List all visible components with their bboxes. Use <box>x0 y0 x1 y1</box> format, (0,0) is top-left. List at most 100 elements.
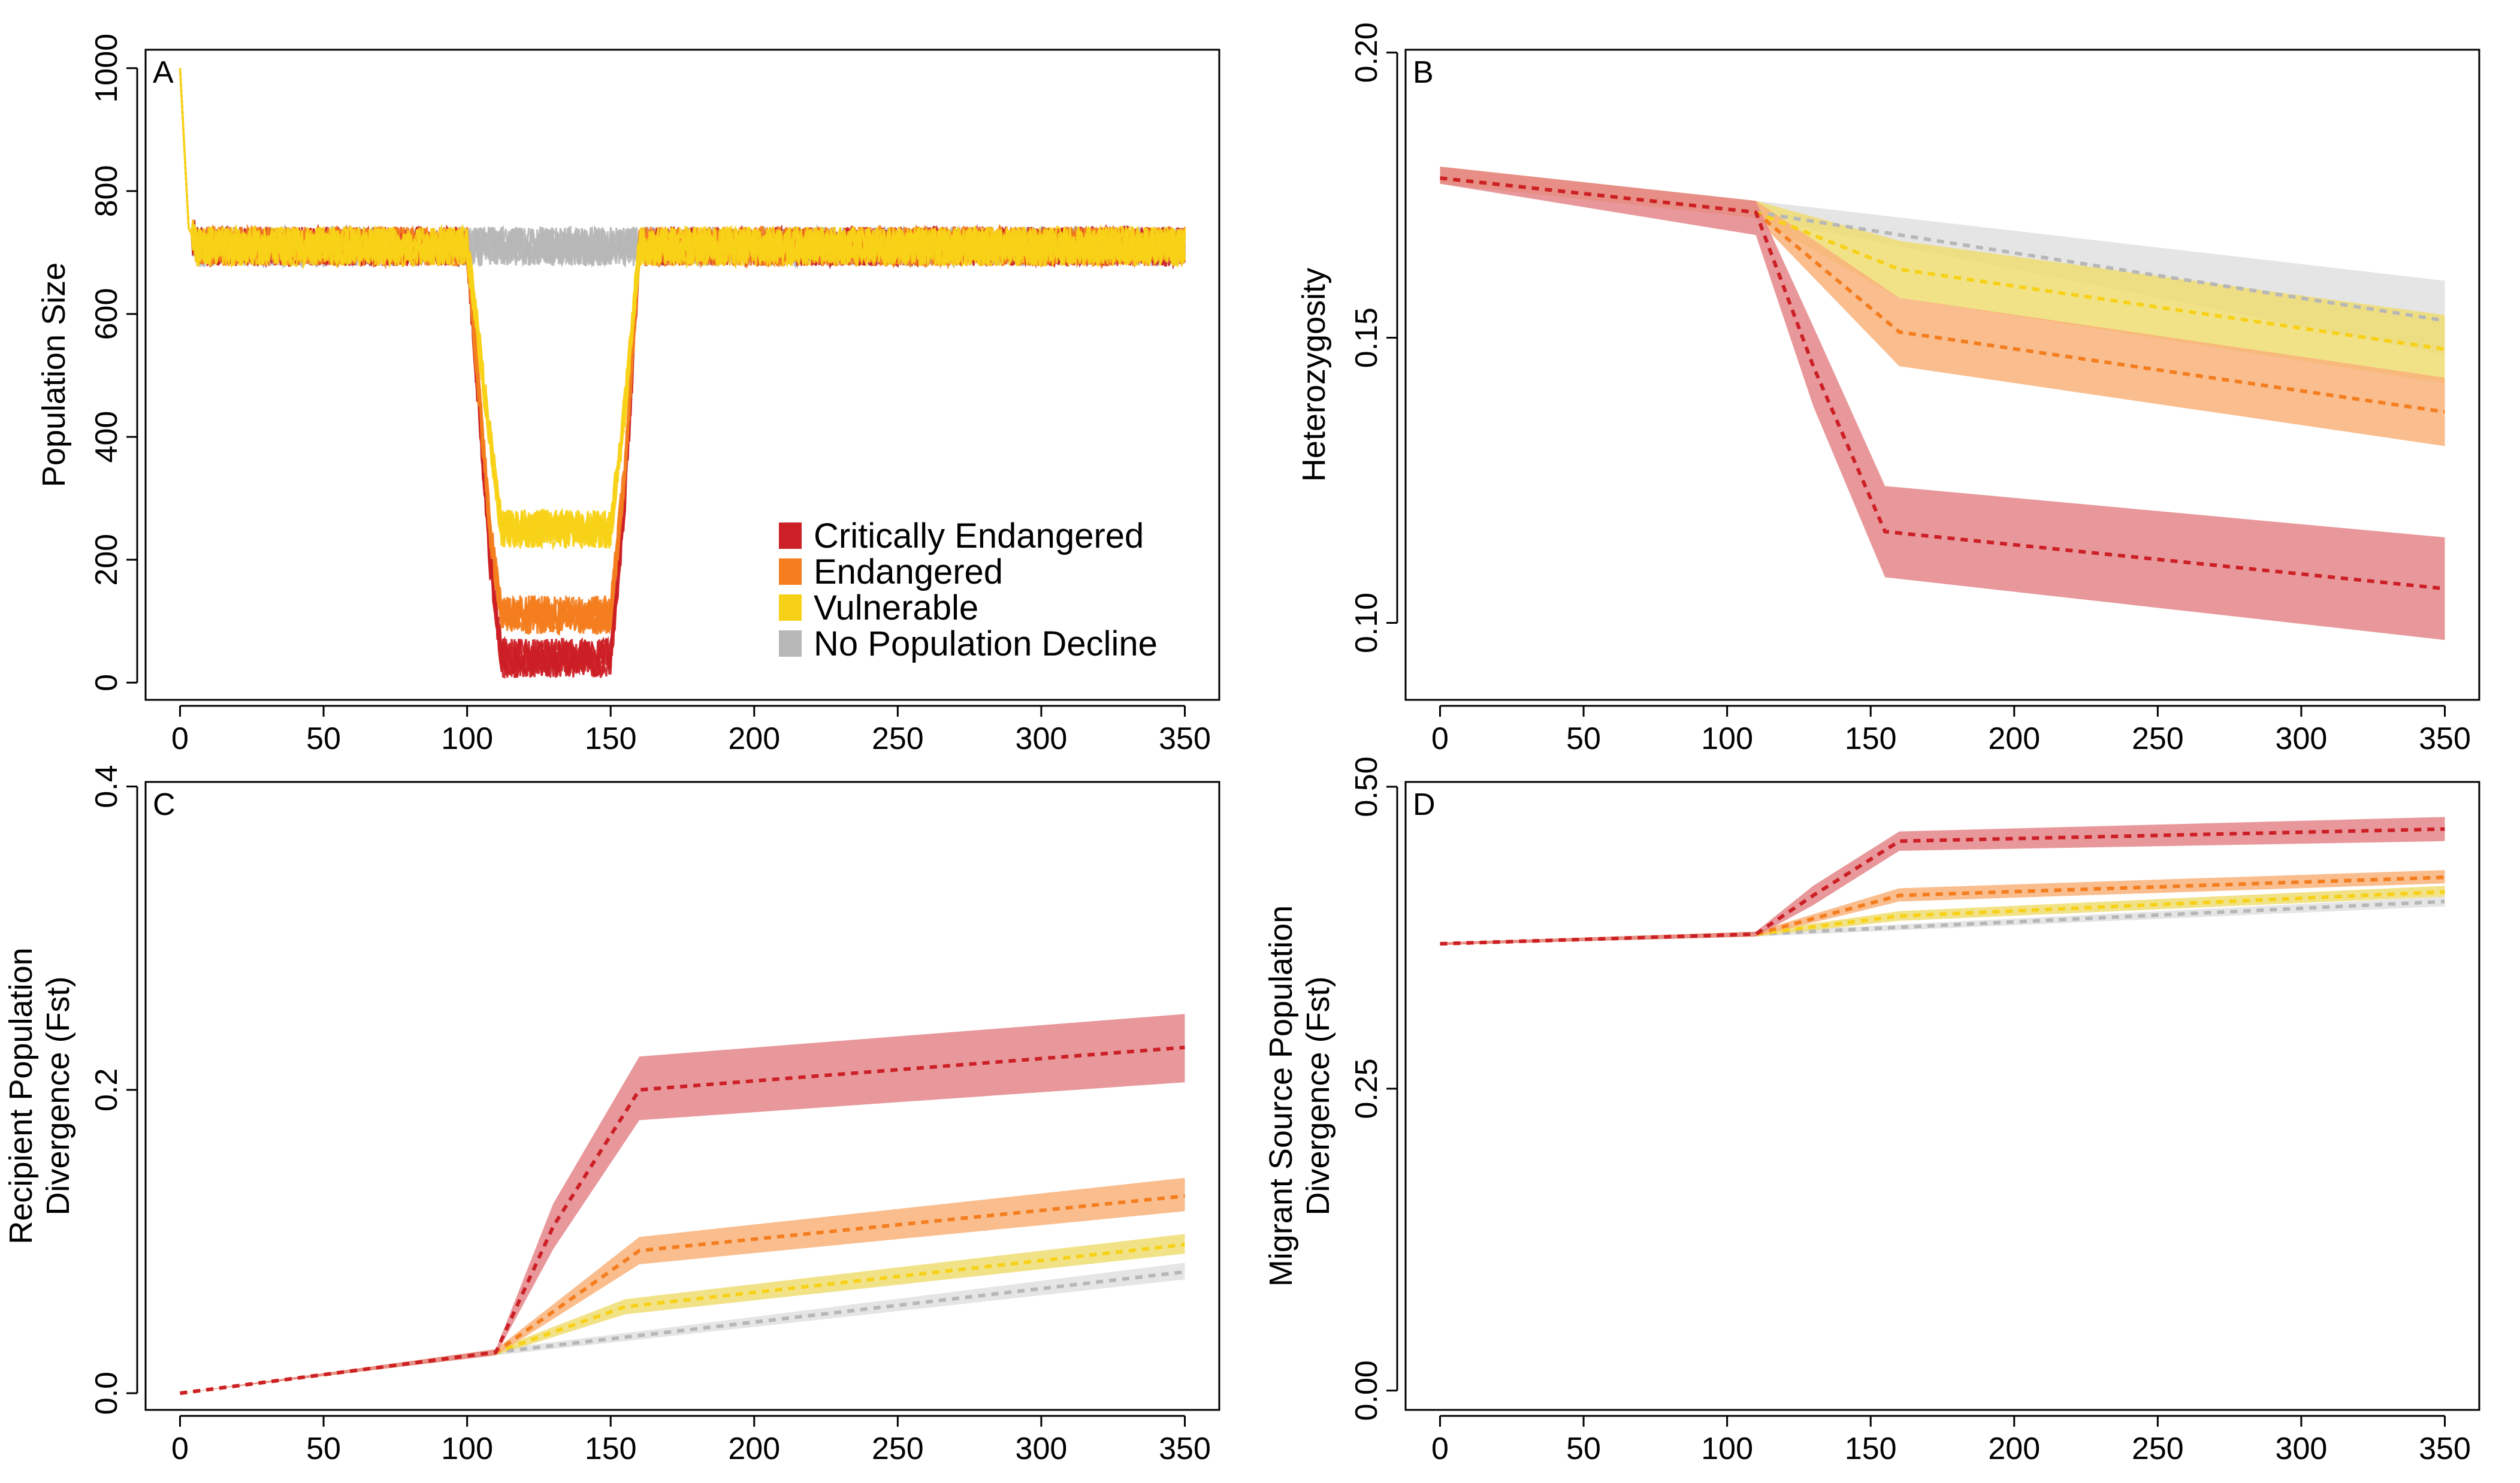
band-critically_endangered <box>1440 167 2445 641</box>
panel-d: 0 50 100 150 200 250 300 350 0.00 0.25 0.50 D Migran… <box>1263 756 2480 1483</box>
x-tick-label: 150 <box>585 1431 637 1466</box>
legend: Critically EndangeredEndangeredVulnerabl… <box>779 517 1158 663</box>
y-tick-label: 1000 <box>89 34 124 103</box>
plot-frame <box>1404 49 2480 701</box>
y-axis: 0.0 0.2 0.4 <box>89 765 138 1415</box>
x-tick-label: 50 <box>1566 721 1601 756</box>
x-tick-label: 300 <box>2276 721 2328 756</box>
trajectory-critically_endangered <box>179 68 1186 678</box>
trajectory-vulnerable <box>179 68 1186 549</box>
x-tick-label: 200 <box>1988 721 2040 756</box>
mean-line-critically_endangered <box>1440 827 2445 946</box>
trajectory-vulnerable <box>179 68 1186 548</box>
legend-label-endangered: Endangered <box>814 552 1003 591</box>
y-tick-label: 0.0 <box>89 1372 124 1415</box>
legend-label-vulnerable: Vulnerable <box>814 588 978 627</box>
x-tick-label: 250 <box>872 1431 924 1466</box>
x-tick-label: 250 <box>872 721 924 756</box>
panel-label: A <box>153 55 174 90</box>
x-tick-label: 300 <box>1016 1431 1068 1466</box>
band-endangered <box>1440 167 2445 446</box>
y-tick-label: 0.2 <box>89 1068 124 1112</box>
band-critically_endangered <box>180 1014 1185 1394</box>
legend-swatch-vulnerable <box>779 594 802 621</box>
trajectory-critically_endangered <box>179 68 1186 678</box>
y-axis: 0.00 0.25 0.50 <box>1349 756 1398 1421</box>
plot-frame <box>144 49 1220 701</box>
y-tick-label: 0.25 <box>1349 1058 1384 1119</box>
x-tick-label: 200 <box>728 721 780 756</box>
panel-c: 0 50 100 150 200 250 300 350 0.0 0.2 0.4 C Recipient… <box>3 765 1220 1483</box>
x-tick-label: 250 <box>2132 721 2184 756</box>
trajectory-vulnerable <box>179 68 1185 549</box>
panel-label: B <box>1413 55 1434 90</box>
x-tick-label: 350 <box>1159 1431 1211 1466</box>
x-tick-label: 150 <box>1845 1431 1897 1466</box>
y-tick-label: 0.10 <box>1349 593 1384 653</box>
y-axis-title: Recipient PopulationDivergence (Fst) <box>3 947 76 1244</box>
panel-b: 0 50 100 150 200 250 300 350 0.10 0.15 0.20 B Hetero… <box>1296 22 2480 756</box>
mean-line-critically_endangered <box>180 1046 1185 1396</box>
y-tick-label: 200 <box>89 534 124 586</box>
plot-frame <box>1404 781 2480 1411</box>
x-tick-label: 150 <box>1845 721 1897 756</box>
x-tick-label: 0 <box>171 721 189 756</box>
x-axis: 0 50 100 150 200 250 300 350 <box>1431 705 2471 756</box>
trajectory-critically_endangered <box>179 68 1186 679</box>
y-tick-label: 600 <box>89 288 124 340</box>
x-tick-label: 250 <box>2132 1431 2184 1466</box>
panel-a: 0 50 100 150 200 250 300 350 0 200 400 600 800 1000 A P… <box>36 34 1220 756</box>
plot-area <box>179 68 1186 679</box>
legend-swatch-critically_endangered <box>779 522 802 549</box>
y-tick-label: 800 <box>89 165 124 217</box>
x-tick-label: 300 <box>2276 1431 2328 1466</box>
x-tick-label: 0 <box>1431 1431 1449 1466</box>
x-tick-label: 350 <box>2419 1431 2471 1466</box>
legend-swatch-no_decline <box>779 630 802 657</box>
mean-line-vulnerable <box>1440 890 2445 946</box>
x-tick-label: 350 <box>2419 721 2471 756</box>
legend-label-critically_endangered: Critically Endangered <box>814 517 1144 555</box>
x-axis-title: Year <box>1909 1480 1975 1483</box>
x-tick-label: 100 <box>1701 1431 1753 1466</box>
x-tick-label: 350 <box>1159 721 1211 756</box>
trajectory-vulnerable <box>179 68 1186 548</box>
series-vulnerable <box>179 68 1186 551</box>
panel-label: D <box>1413 787 1436 822</box>
x-tick-label: 100 <box>441 721 493 756</box>
x-tick-label: 0 <box>1431 721 1449 756</box>
plot-area <box>180 1014 1185 1396</box>
x-tick-label: 150 <box>585 721 637 756</box>
y-tick-label: 400 <box>89 411 124 463</box>
band-endangered <box>180 1177 1185 1394</box>
plot-area <box>1440 167 2445 641</box>
band-critically_endangered <box>1440 817 2445 946</box>
x-axis: 0 50 100 150 200 250 300 350 <box>171 705 1211 756</box>
plot-frame <box>144 781 1220 1411</box>
y-axis-title: Population Size <box>36 262 72 487</box>
y-axis-title: Migrant Source PopulationDivergence (Fst… <box>1263 905 1336 1286</box>
x-tick-label: 50 <box>306 1431 341 1466</box>
y-axis-title: Heterozygosity <box>1296 268 1332 482</box>
x-axis: 0 50 100 150 200 250 300 350 <box>1431 1415 2471 1466</box>
x-tick-label: 100 <box>1701 721 1753 756</box>
trajectory-critically_endangered <box>179 68 1186 678</box>
band-endangered <box>1440 870 2445 946</box>
mean-line-critically_endangered <box>1440 176 2445 591</box>
y-tick-label: 0 <box>89 674 124 691</box>
trajectory-critically_endangered <box>179 68 1186 678</box>
y-tick-label: 0.00 <box>1349 1360 1384 1421</box>
trajectory-vulnerable <box>179 68 1186 548</box>
plot-area <box>1440 817 2445 946</box>
trajectory-critically_endangered <box>179 68 1186 678</box>
y-axis: 0.10 0.15 0.20 <box>1349 22 1398 653</box>
legend-label-no_decline: No Population Decline <box>814 624 1158 663</box>
y-axis: 0 200 400 600 800 1000 <box>89 34 138 691</box>
y-tick-label: 0.20 <box>1349 22 1384 83</box>
legend-swatch-endangered <box>779 558 802 585</box>
x-axis: 0 50 100 150 200 250 300 350 <box>171 1415 1211 1466</box>
x-tick-label: 200 <box>728 1431 780 1466</box>
trajectory-vulnerable <box>179 68 1186 549</box>
x-axis-title: Year <box>649 1480 715 1483</box>
